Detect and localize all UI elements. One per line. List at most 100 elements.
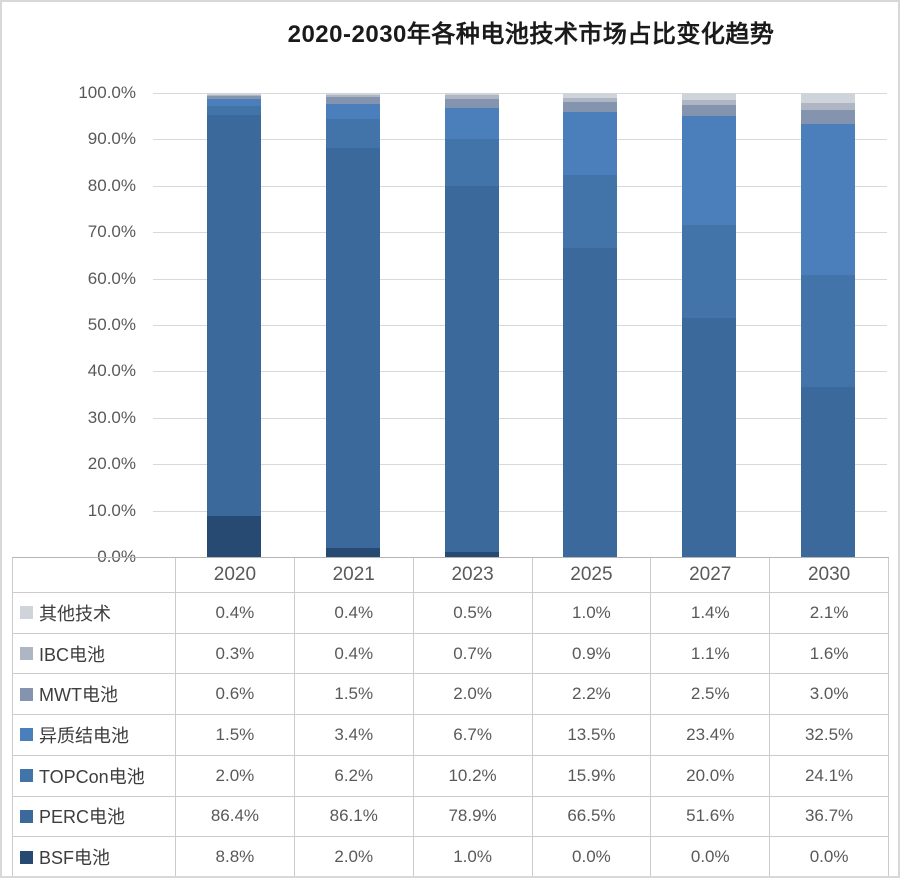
bar-group-2027	[650, 93, 769, 557]
bar-group-2021	[294, 93, 413, 557]
value-cell-IBC电池-2030: 1.6%	[770, 633, 889, 675]
value-cell-BSF电池-2020: 8.8%	[176, 837, 295, 876]
bar-segment-其他技术-2020	[207, 93, 262, 95]
value-cell-MWT电池-2027: 2.5%	[651, 674, 771, 716]
bar-segment-TOPCon电池-2023	[444, 138, 499, 187]
data-table: 2020 2021 2023 2025 2027 2030 其他技术 0.4% 0.4% 0.5%…	[12, 557, 889, 876]
year-header-2023: 2023	[413, 558, 533, 593]
stacked-bar-2020	[207, 93, 262, 557]
y-tick-label: 50.0%	[87, 315, 136, 334]
bar-group-2025	[531, 93, 650, 557]
value-cell-异质结电池-2023: 6.7%	[413, 715, 533, 756]
bar-segment-PERC电池-2020	[207, 115, 262, 517]
bar-segment-MWT电池-2025	[563, 101, 618, 113]
table-corner-cell	[13, 558, 176, 593]
series-swatch-icon	[20, 809, 33, 823]
bar-segment-BSF电池-2021	[326, 547, 380, 557]
year-header-2020: 2020	[176, 558, 295, 593]
value-cell-IBC电池-2027: 1.1%	[651, 633, 771, 675]
value-cell-TOPCon电池-2021: 6.2%	[294, 755, 414, 797]
value-cell-其他技术-2025: 1.0%	[532, 593, 652, 634]
y-tick-label: 40.0%	[87, 361, 136, 381]
value-cell-TOPCon电池-2030: 24.1%	[770, 755, 889, 797]
bar-segment-IBC电池-2023	[444, 95, 499, 99]
series-swatch-icon	[20, 850, 33, 864]
bar-segment-TOPCon电池-2025	[563, 174, 618, 249]
bar-groups	[175, 93, 887, 557]
bar-segment-TOPCon电池-2027	[682, 224, 737, 318]
value-cell-TOPCon电池-2025: 15.9%	[532, 755, 652, 797]
series-label-PERC电池: PERC电池	[13, 796, 176, 838]
bar-segment-MWT电池-2023	[444, 98, 499, 108]
bar-segment-其他技术-2030	[800, 93, 855, 103]
y-tick-label: 20.0%	[87, 454, 136, 474]
gridline	[153, 417, 887, 419]
y-tick-label: 90.0%	[87, 129, 136, 149]
value-cell-IBC电池-2021: 0.4%	[294, 633, 414, 675]
bar-segment-BSF电池-2020	[207, 516, 262, 557]
bar-segment-MWT电池-2020	[207, 96, 262, 100]
stacked-bar-2027	[682, 93, 737, 557]
year-header-2027: 2027	[651, 558, 771, 593]
plot-area	[153, 93, 887, 558]
series-label-text: MWT电池	[39, 685, 118, 706]
bar-segment-TOPCon电池-2020	[207, 106, 262, 116]
gridline	[153, 232, 887, 234]
series-swatch-icon	[20, 769, 33, 783]
bar-segment-IBC电池-2027	[682, 99, 737, 105]
value-cell-TOPCon电池-2020: 2.0%	[176, 755, 295, 797]
y-tick-label: 100.0%	[78, 83, 136, 102]
value-cell-BSF电池-2021: 2.0%	[295, 837, 414, 876]
series-label-IBC电池: IBC电池	[13, 633, 176, 675]
bar-segment-其他技术-2023	[444, 93, 499, 96]
series-label-text: BSF电池	[39, 848, 111, 869]
y-axis: 100.0% 90.0% 80.0% 70.0% 60.0% 50.0% 40.0% 30.0…	[2, 83, 152, 566]
value-cell-PERC电池-2020: 86.4%	[176, 796, 295, 838]
value-cell-MWT电池-2021: 1.5%	[294, 674, 414, 716]
bar-segment-TOPCon电池-2021	[326, 119, 380, 149]
value-cell-MWT电池-2023: 2.0%	[413, 674, 533, 716]
value-cell-其他技术-2030: 2.1%	[770, 593, 889, 634]
stacked-bar-2025	[563, 93, 618, 557]
gridline	[153, 464, 887, 466]
gridline	[153, 325, 887, 326]
stacked-bar-2023	[444, 93, 499, 557]
bar-segment-TOPCon电池-2030	[800, 274, 855, 387]
series-label-其他技术: 其他技术	[13, 593, 176, 634]
value-cell-TOPCon电池-2027: 20.0%	[651, 755, 771, 797]
bar-segment-IBC电池-2025	[563, 97, 618, 102]
value-cell-BSF电池-2027: 0.0%	[651, 837, 771, 876]
series-label-MWT电池: MWT电池	[13, 674, 176, 716]
bar-segment-异质结电池-2027	[682, 116, 737, 225]
value-cell-异质结电池-2020: 1.5%	[176, 715, 295, 756]
bar-segment-PERC电池-2023	[444, 186, 499, 553]
y-tick-label: 60.0%	[87, 268, 136, 288]
series-swatch-icon	[20, 647, 33, 661]
bar-segment-IBC电池-2021	[326, 94, 380, 97]
bar-segment-PERC电池-2027	[682, 317, 737, 557]
value-cell-异质结电池-2021: 3.4%	[294, 715, 414, 756]
value-cell-PERC电池-2030: 36.7%	[770, 796, 889, 838]
value-cell-PERC电池-2025: 66.5%	[532, 796, 652, 838]
value-cell-异质结电池-2027: 23.4%	[651, 715, 771, 756]
bar-group-2030	[768, 93, 887, 557]
stacked-bar-2021	[326, 93, 380, 557]
value-cell-其他技术-2021: 0.4%	[294, 593, 414, 634]
bar-segment-MWT电池-2030	[800, 110, 855, 125]
bar-segment-异质结电池-2025	[563, 112, 618, 175]
bar-group-2023	[412, 93, 531, 557]
year-header-2021: 2021	[294, 558, 414, 593]
value-cell-其他技术-2023: 0.5%	[413, 593, 533, 634]
value-cell-IBC电池-2025: 0.9%	[532, 633, 652, 675]
value-cell-异质结电池-2025: 13.5%	[532, 715, 652, 756]
series-label-text: 异质结电池	[39, 725, 129, 746]
bar-segment-MWT电池-2027	[682, 104, 737, 117]
bar-segment-异质结电池-2023	[444, 107, 499, 139]
series-label-text: 其他技术	[39, 603, 111, 624]
value-cell-BSF电池-2030: 0.0%	[770, 837, 889, 876]
value-cell-TOPCon电池-2023: 10.2%	[413, 755, 533, 797]
bar-segment-其他技术-2027	[682, 93, 737, 100]
chart-title: 2020-2030年各种电池技术市场占比变化趋势	[287, 21, 775, 48]
series-swatch-icon	[20, 728, 33, 742]
